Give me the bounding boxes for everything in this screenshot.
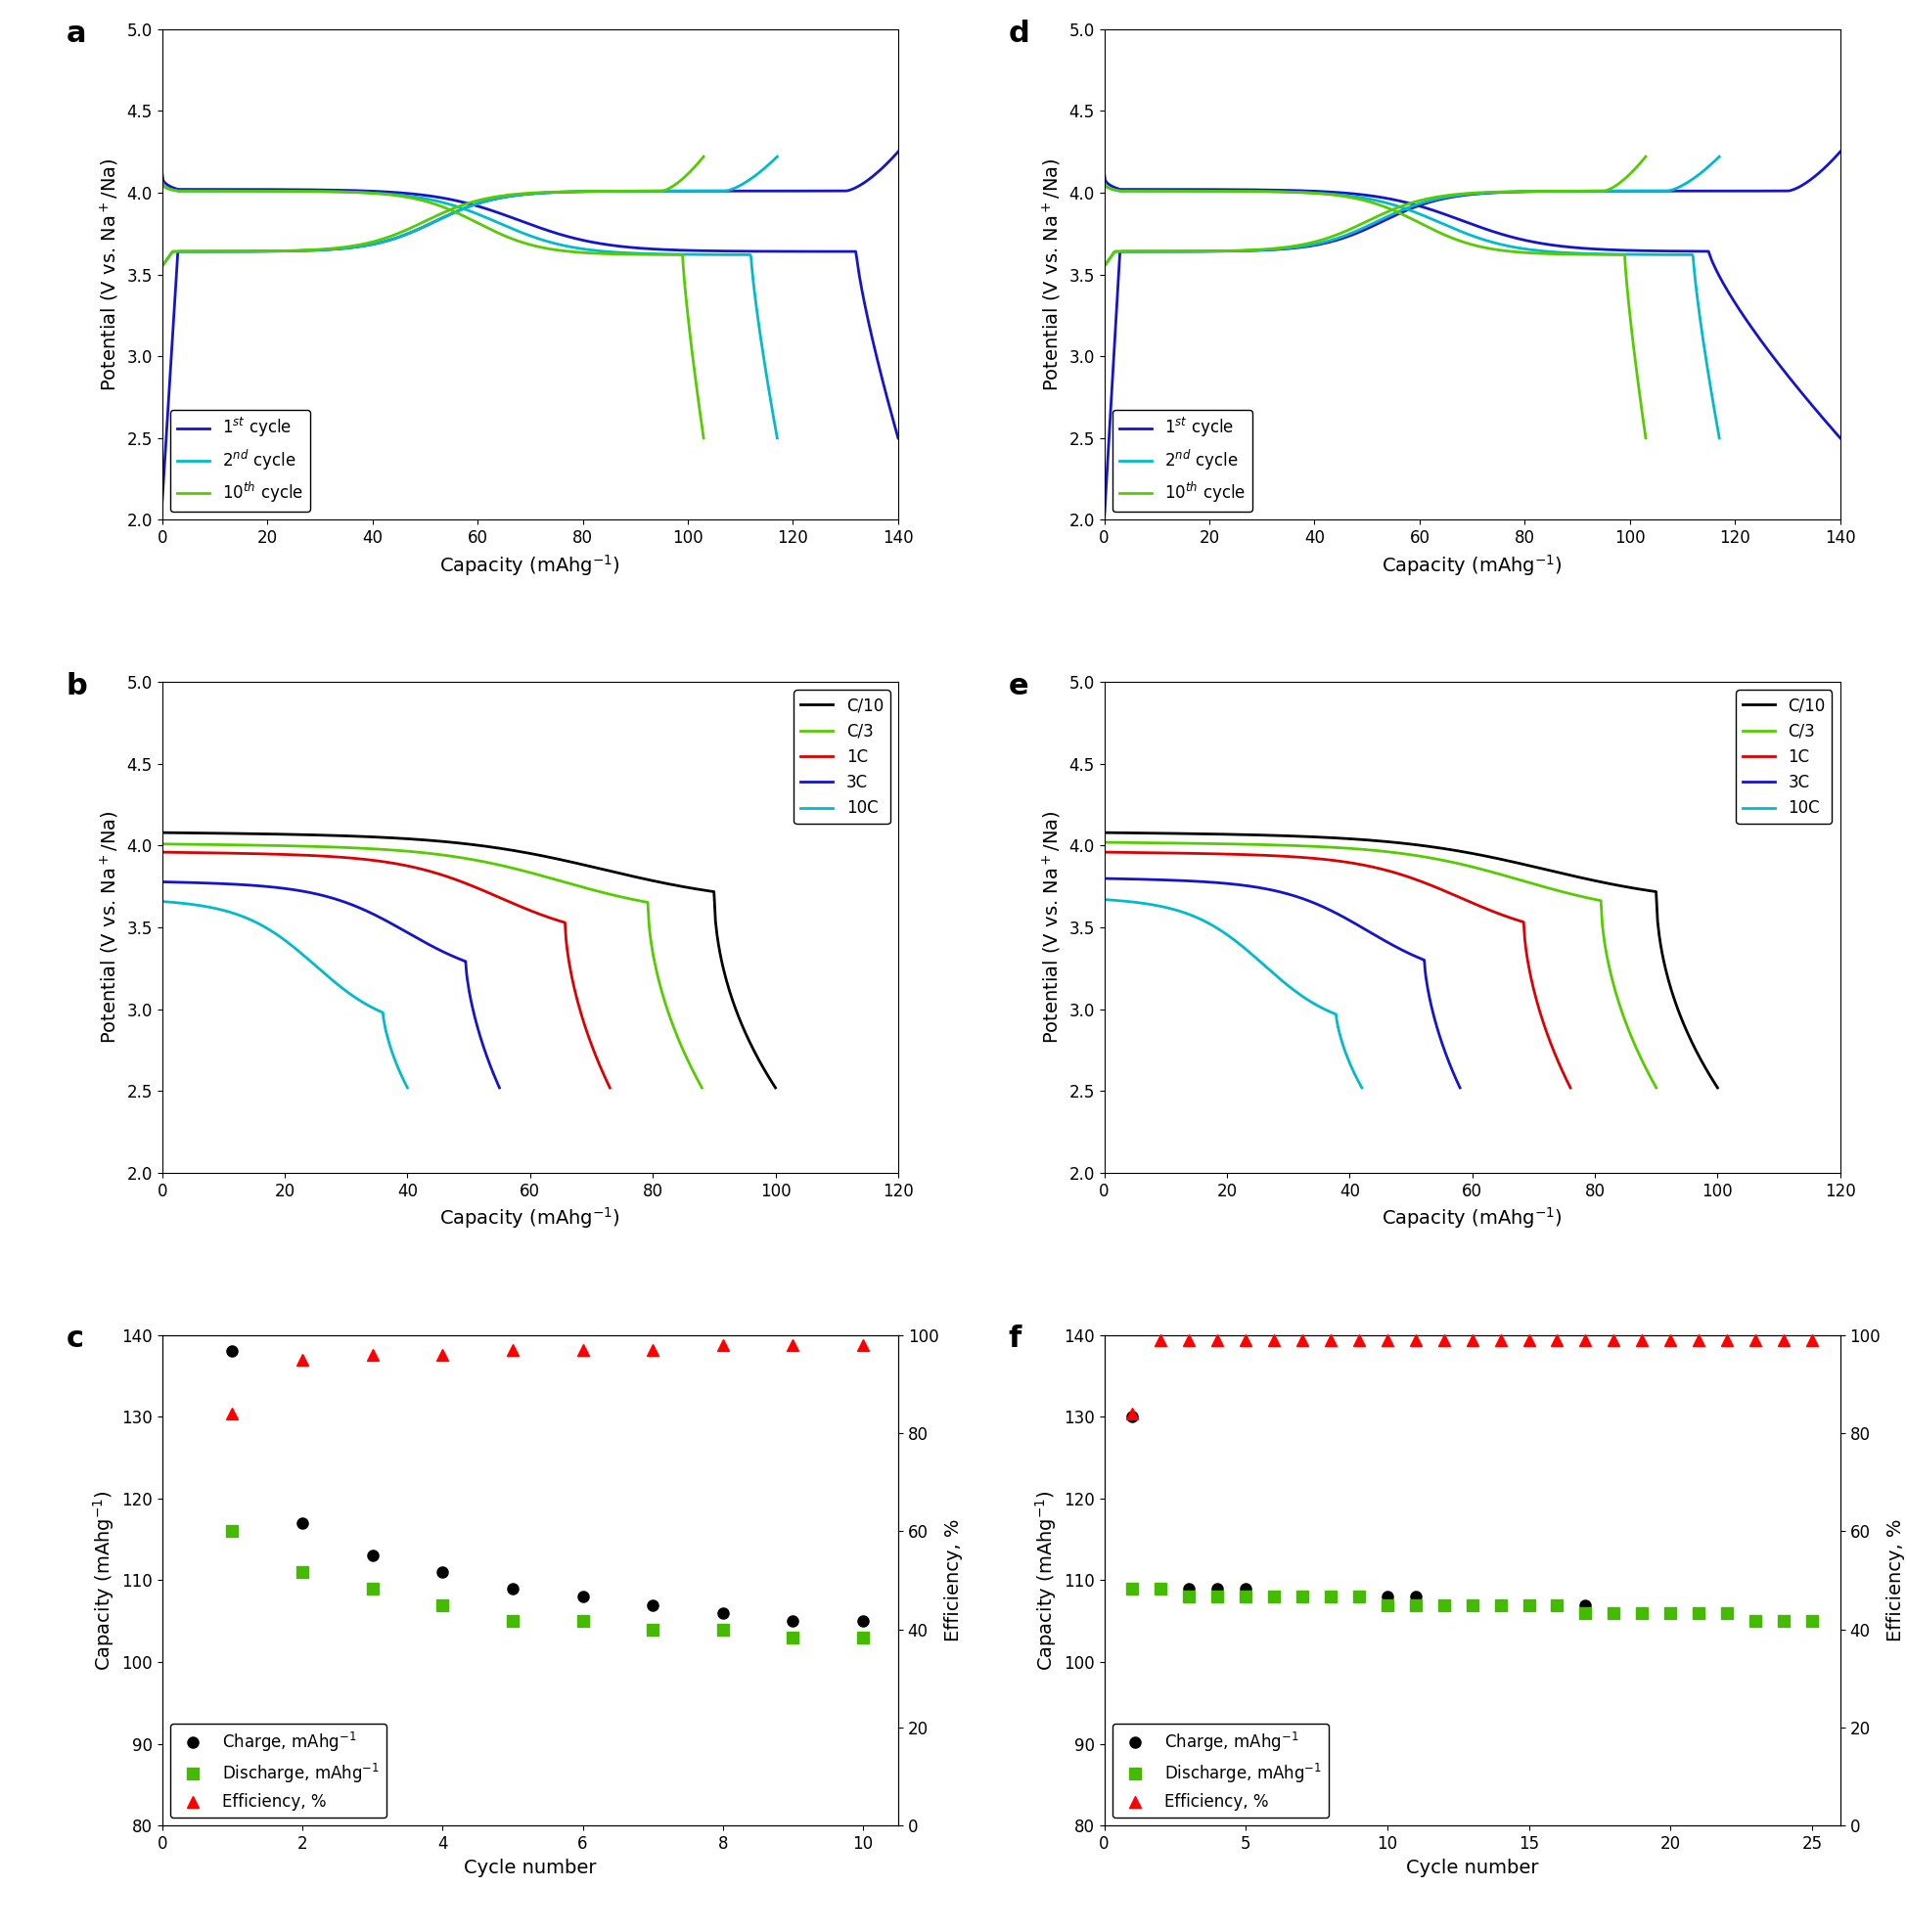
Legend: Charge, mAhg$^{-1}$, Discharge, mAhg$^{-1}$, Efficiency, %: Charge, mAhg$^{-1}$, Discharge, mAhg$^{-… xyxy=(1111,1723,1328,1818)
Text: a: a xyxy=(67,19,86,48)
Legend: C/10, C/3, 1C, 3C, 10C: C/10, C/3, 1C, 3C, 10C xyxy=(793,690,890,823)
Y-axis label: Efficiency, %: Efficiency, % xyxy=(943,1519,963,1642)
X-axis label: Capacity (mAhg$^{-1}$): Capacity (mAhg$^{-1}$) xyxy=(440,553,619,578)
Text: f: f xyxy=(1008,1325,1022,1354)
Legend: Charge, mAhg$^{-1}$, Discharge, mAhg$^{-1}$, Efficiency, %: Charge, mAhg$^{-1}$, Discharge, mAhg$^{-… xyxy=(170,1723,387,1818)
X-axis label: Cycle number: Cycle number xyxy=(1405,1859,1538,1876)
Text: d: d xyxy=(1008,19,1029,48)
Text: e: e xyxy=(1008,672,1027,701)
Y-axis label: Capacity (mAhg$^{-1}$): Capacity (mAhg$^{-1}$) xyxy=(91,1490,116,1671)
Y-axis label: Potential (V vs. Na$^+$/Na): Potential (V vs. Na$^+$/Na) xyxy=(1041,158,1064,390)
Y-axis label: Capacity (mAhg$^{-1}$): Capacity (mAhg$^{-1}$) xyxy=(1033,1490,1058,1671)
Legend: 1$^{st}$ cycle, 2$^{nd}$ cycle, 10$^{th}$ cycle: 1$^{st}$ cycle, 2$^{nd}$ cycle, 10$^{th}… xyxy=(1111,410,1252,512)
Y-axis label: Potential (V vs. Na$^+$/Na): Potential (V vs. Na$^+$/Na) xyxy=(99,811,122,1043)
Legend: 1$^{st}$ cycle, 2$^{nd}$ cycle, 10$^{th}$ cycle: 1$^{st}$ cycle, 2$^{nd}$ cycle, 10$^{th}… xyxy=(170,410,311,512)
Y-axis label: Potential (V vs. Na$^+$/Na): Potential (V vs. Na$^+$/Na) xyxy=(1041,811,1064,1043)
Y-axis label: Efficiency, %: Efficiency, % xyxy=(1885,1519,1904,1642)
X-axis label: Capacity (mAhg$^{-1}$): Capacity (mAhg$^{-1}$) xyxy=(440,1206,619,1231)
Legend: C/10, C/3, 1C, 3C, 10C: C/10, C/3, 1C, 3C, 10C xyxy=(1734,690,1832,823)
X-axis label: Capacity (mAhg$^{-1}$): Capacity (mAhg$^{-1}$) xyxy=(1382,553,1561,578)
X-axis label: Capacity (mAhg$^{-1}$): Capacity (mAhg$^{-1}$) xyxy=(1382,1206,1561,1231)
X-axis label: Cycle number: Cycle number xyxy=(463,1859,597,1876)
Text: b: b xyxy=(67,672,88,701)
Y-axis label: Potential (V vs. Na$^+$/Na): Potential (V vs. Na$^+$/Na) xyxy=(99,158,122,390)
Text: c: c xyxy=(67,1325,84,1354)
